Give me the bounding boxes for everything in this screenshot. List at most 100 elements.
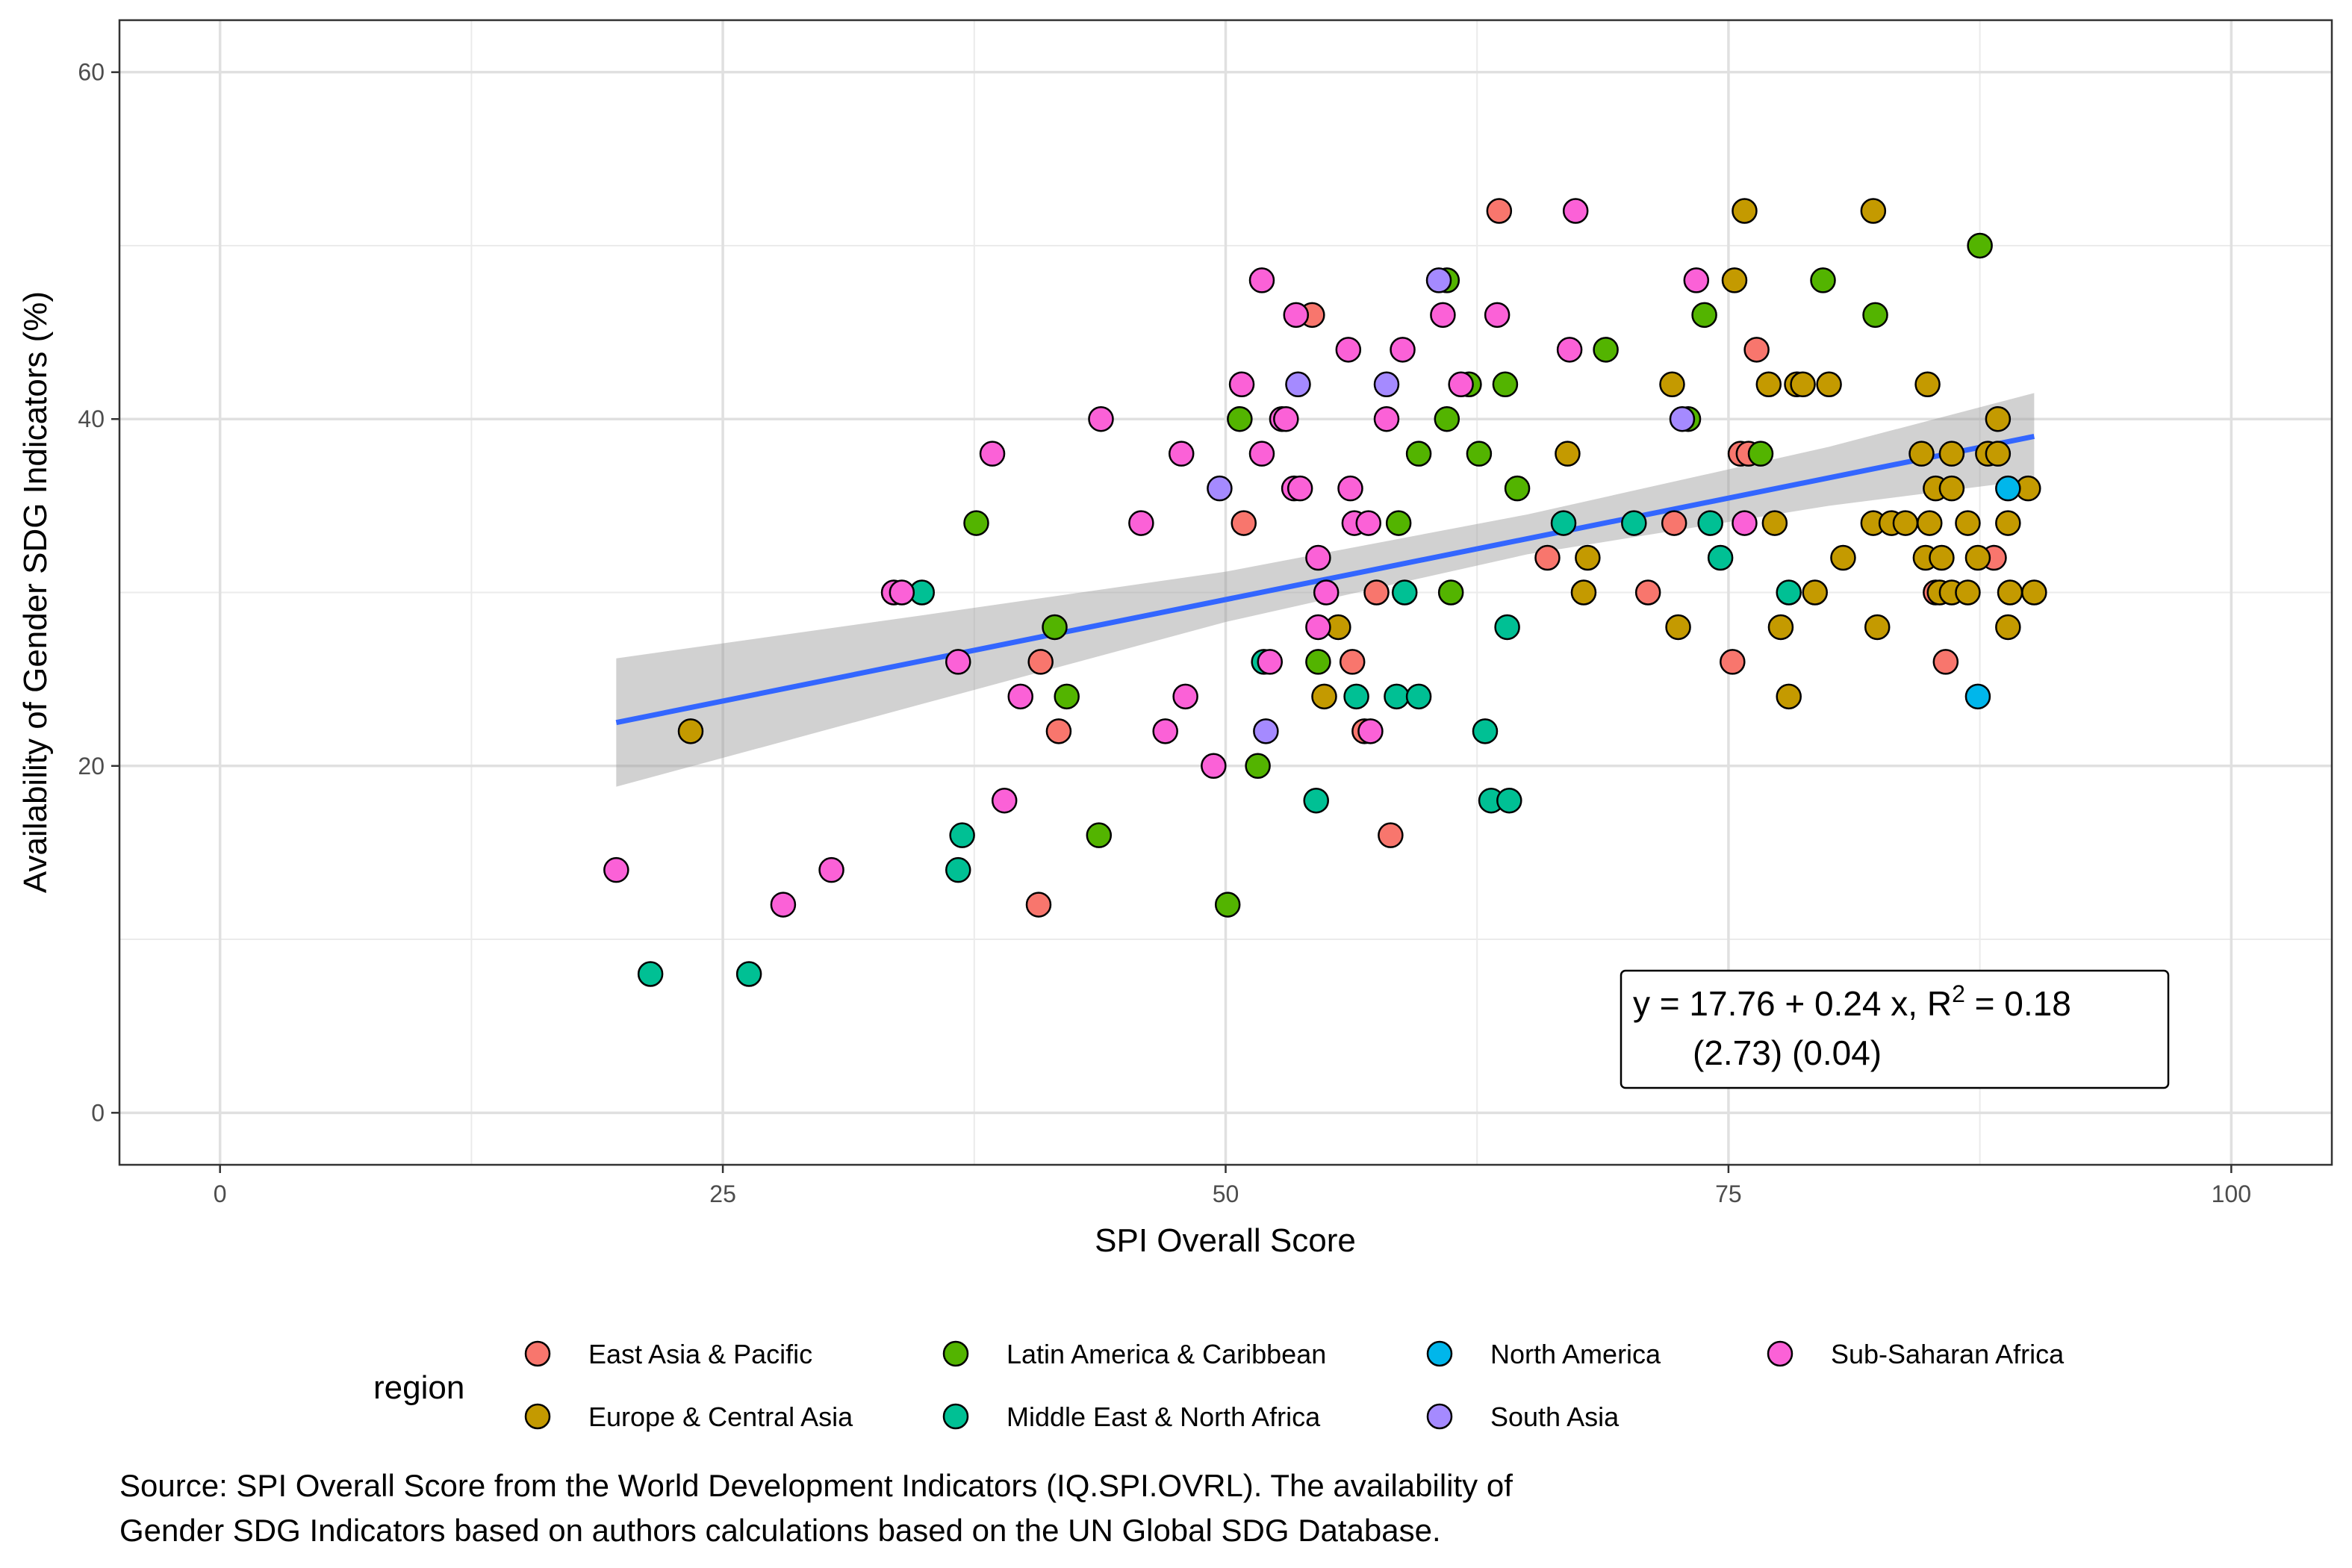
data-point <box>1669 405 1696 432</box>
data-point <box>1484 302 1511 329</box>
data-point <box>1985 441 2012 467</box>
legend-key <box>942 1403 969 1430</box>
data-point <box>1864 614 1891 641</box>
data-point <box>1448 371 1474 398</box>
legend-label: East Asia & Pacific <box>588 1339 812 1369</box>
data-point <box>1283 302 1310 329</box>
x-axis-title: SPI Overall Score <box>1095 1222 1356 1259</box>
data-point <box>1486 198 1513 224</box>
data-point <box>1045 718 1072 744</box>
data-point <box>1201 753 1227 780</box>
data-point <box>1305 649 1331 675</box>
data-point <box>1575 544 1601 571</box>
data-point <box>1405 441 1432 467</box>
data-point <box>1363 579 1390 606</box>
data-point <box>1086 822 1113 848</box>
data-point <box>1227 405 1253 432</box>
data-point <box>1914 371 1941 398</box>
equation-line-2: (2.73) (0.04) <box>1693 1033 1882 1072</box>
data-point <box>1305 614 1331 641</box>
data-point <box>1683 267 1710 293</box>
data-point <box>1621 510 1647 536</box>
data-point <box>1697 510 1723 536</box>
y-tick-label: 60 <box>78 59 105 86</box>
data-point <box>1964 544 1991 571</box>
data-point <box>1659 371 1685 398</box>
data-point <box>1430 302 1456 329</box>
data-point <box>1172 683 1198 710</box>
data-point <box>1343 683 1369 710</box>
legend-key <box>1426 1340 1453 1367</box>
data-point <box>1385 510 1412 536</box>
data-point <box>1862 302 1888 329</box>
data-point <box>1357 718 1384 744</box>
data-point <box>1339 649 1366 675</box>
data-point <box>2021 579 2047 606</box>
data-point <box>1743 337 1770 363</box>
data-point <box>1492 371 1519 398</box>
legend-key <box>942 1340 969 1367</box>
data-point <box>1303 787 1329 814</box>
data-point <box>1802 579 1828 606</box>
data-point <box>1405 683 1432 710</box>
data-point <box>1311 683 1337 710</box>
data-point <box>1830 544 1856 571</box>
data-point <box>1860 198 1887 224</box>
data-point <box>1932 649 1959 675</box>
data-point <box>677 718 704 744</box>
data-point <box>1391 579 1418 606</box>
data-point <box>1305 544 1331 571</box>
legend-label: Middle East & North Africa <box>1007 1401 1321 1432</box>
data-point <box>991 787 1018 814</box>
data-point <box>1665 614 1691 641</box>
data-point <box>1593 337 1619 363</box>
data-point <box>1550 510 1577 536</box>
x-tick-label: 75 <box>1715 1180 1742 1207</box>
data-point <box>1776 683 1802 710</box>
data-point <box>1437 579 1464 606</box>
data-point <box>889 579 915 606</box>
data-point <box>1776 579 1802 606</box>
data-point <box>1747 441 1774 467</box>
data-point <box>1929 544 1955 571</box>
data-point <box>1691 302 1717 329</box>
equation-line-1: y = 17.76 + 0.24 x, R2 = 0.18 <box>1633 980 2071 1023</box>
data-point <box>1790 371 1816 398</box>
data-point <box>945 856 971 883</box>
data-point <box>1337 475 1363 502</box>
data-point <box>1938 441 1965 467</box>
data-point <box>1761 510 1788 536</box>
data-point <box>979 441 1006 467</box>
data-point <box>1373 405 1400 432</box>
data-point <box>1088 405 1114 432</box>
data-point <box>1767 614 1794 641</box>
data-point <box>1720 649 1746 675</box>
data-point <box>1938 475 1965 502</box>
data-point <box>1707 544 1734 571</box>
data-point <box>1634 579 1661 606</box>
data-point <box>1995 614 2021 641</box>
caption: Source: SPI Overall Score from the World… <box>119 1468 1513 1548</box>
data-point <box>1816 371 1842 398</box>
data-point <box>770 892 797 918</box>
y-axis-title: Availability of Gender SDG Indicators (%… <box>17 291 54 893</box>
trend-line-layer <box>615 434 2035 726</box>
data-point <box>818 856 844 883</box>
data-point <box>1425 267 1452 293</box>
data-point <box>1253 718 1279 744</box>
data-point <box>637 961 664 987</box>
data-point <box>1042 614 1068 641</box>
data-point <box>963 510 989 536</box>
data-point <box>1721 267 1748 293</box>
data-point <box>1810 267 1836 293</box>
x-tick-label: 50 <box>1213 1180 1239 1207</box>
legend-label: Europe & Central Asia <box>588 1401 853 1432</box>
data-point <box>1313 579 1340 606</box>
legend-key <box>1767 1340 1793 1367</box>
y-tick-label: 20 <box>78 753 105 780</box>
caption-line-2: Gender SDG Indicators based on authors c… <box>119 1513 1441 1548</box>
data-point <box>1570 579 1597 606</box>
data-point <box>1434 405 1460 432</box>
data-point <box>1917 510 1943 536</box>
